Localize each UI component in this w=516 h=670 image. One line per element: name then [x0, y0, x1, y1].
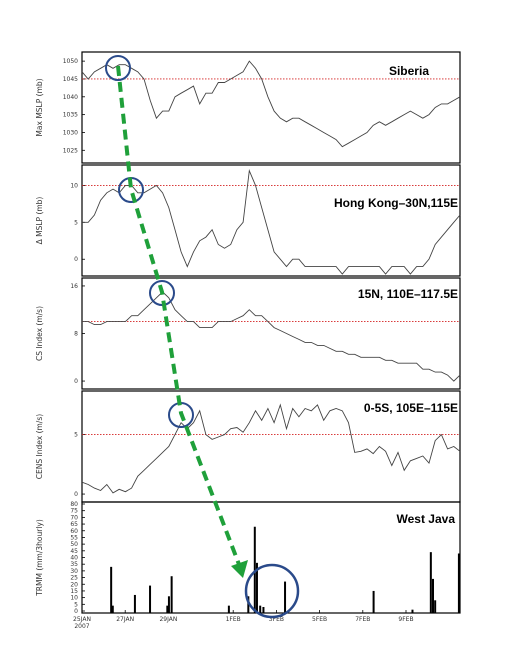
x-tick-label: 7FEB — [355, 616, 370, 623]
y-tick-label: 15 — [70, 588, 78, 595]
rain-bar — [111, 605, 114, 613]
y-tick-label: 10 — [70, 182, 78, 189]
y-tick-label: 75 — [70, 508, 78, 515]
y-tick-label: 8 — [74, 331, 78, 338]
y-axis-label: CENS Index (m/s) — [35, 414, 44, 479]
highlight-circle — [244, 563, 300, 619]
rain-bar — [429, 552, 432, 613]
y-tick-label: 30 — [70, 568, 78, 575]
y-tick-label: 1040 — [63, 94, 78, 101]
y-tick-label: 20 — [70, 581, 78, 588]
panel-title: Hong Kong–30N,115E — [334, 196, 458, 210]
x-tick-label: 25JAN — [73, 616, 91, 623]
panel-title: West Java — [397, 512, 456, 526]
y-axis-label: Max MSLP (mb) — [35, 78, 44, 136]
panel-frame — [81, 51, 461, 164]
rain-bar — [170, 576, 173, 613]
rain-bar — [259, 605, 262, 613]
series-line — [81, 403, 461, 494]
annotations — [105, 55, 300, 619]
x-tick-label: 3FEB — [269, 616, 284, 623]
rain-bar — [110, 566, 113, 613]
highlight-circle — [149, 280, 175, 306]
rain-bar — [434, 600, 437, 613]
panel-title: 15N, 110E–117.5E — [358, 287, 458, 301]
panel-title: Siberia — [389, 64, 429, 78]
x-tick-label: 1FEB — [226, 616, 241, 623]
series-line — [81, 60, 461, 148]
rain-bar — [457, 553, 460, 613]
rain-bar — [133, 594, 136, 613]
y-tick-label: 10 — [70, 595, 78, 602]
y-tick-label: 0 — [74, 491, 78, 498]
y-tick-label: 1050 — [63, 58, 78, 65]
y-tick-label: 5 — [74, 432, 78, 439]
y-tick-label: 0 — [74, 256, 78, 263]
y-tick-label: 1045 — [63, 76, 78, 83]
y-tick-label: 60 — [70, 528, 78, 535]
y-tick-label: 1030 — [63, 129, 78, 136]
y-tick-label: 65 — [70, 521, 78, 528]
y-tick-label: 5 — [74, 219, 78, 226]
series-line — [82, 291, 461, 382]
y-tick-label: 5 — [74, 601, 78, 608]
rain-bar — [149, 585, 152, 613]
y-tick-label: 45 — [70, 548, 78, 555]
y-tick-label: 16 — [70, 283, 78, 290]
highlight-circle — [105, 55, 131, 81]
y-tick-label: 40 — [70, 555, 78, 562]
rain-bar — [247, 596, 250, 613]
y-tick-label: 55 — [70, 534, 78, 541]
y-axis-label: CS Index (m/s) — [35, 306, 44, 361]
rain-bar — [372, 590, 375, 613]
y-tick-label: 1025 — [63, 147, 78, 154]
rain-bar — [411, 609, 414, 613]
rain-bar — [227, 605, 230, 613]
panel-frame — [81, 164, 461, 277]
y-tick-label: 50 — [70, 541, 78, 548]
y-axis-label: Δ MSLP (mb) — [35, 197, 44, 245]
rain-bar — [284, 581, 287, 613]
y-tick-label: 35 — [70, 561, 78, 568]
panel-4: 0 5 CENS Index (m/s) 0-5S, 105E–115E — [35, 390, 461, 503]
y-tick-label: 70 — [70, 514, 78, 521]
rain-bar — [262, 606, 265, 613]
y-tick-label: 0 — [74, 378, 78, 385]
series-line — [82, 168, 461, 275]
rain-bar — [166, 605, 169, 613]
x-tick-label: 5FEB — [312, 616, 327, 623]
y-tick-label: 1035 — [63, 112, 78, 119]
propagation-arrow-head — [231, 560, 248, 578]
rain-bar — [167, 596, 170, 613]
panel-3: 0 8 16 CS Index (m/s) 15N, 110E–117.5E — [35, 277, 461, 390]
panel-1: 1025 1030 1035 1040 1045 1050 Max MSLP (mb) Sib… — [35, 51, 461, 164]
y-tick-label: 80 — [70, 501, 78, 508]
x-tick-label: 9FEB — [398, 616, 413, 623]
rain-bar — [432, 578, 434, 613]
panel-title: 0-5S, 105E–115E — [364, 401, 458, 415]
x-tick-label: 2007 — [74, 623, 89, 630]
rain-bar — [255, 562, 258, 613]
x-tick-label: 29JAN — [159, 616, 177, 623]
propagation-arrow-line — [116, 65, 242, 568]
x-tick-label: 27JAN — [116, 616, 134, 623]
y-axis-label: TRMM (mm/3hourly) — [35, 519, 44, 597]
y-tick-label: 25 — [70, 575, 78, 582]
y-tick-label: 0 — [74, 608, 78, 615]
panel-2: 0 5 10 Δ MSLP (mb) Hong Kong–30N,115E — [35, 164, 461, 277]
